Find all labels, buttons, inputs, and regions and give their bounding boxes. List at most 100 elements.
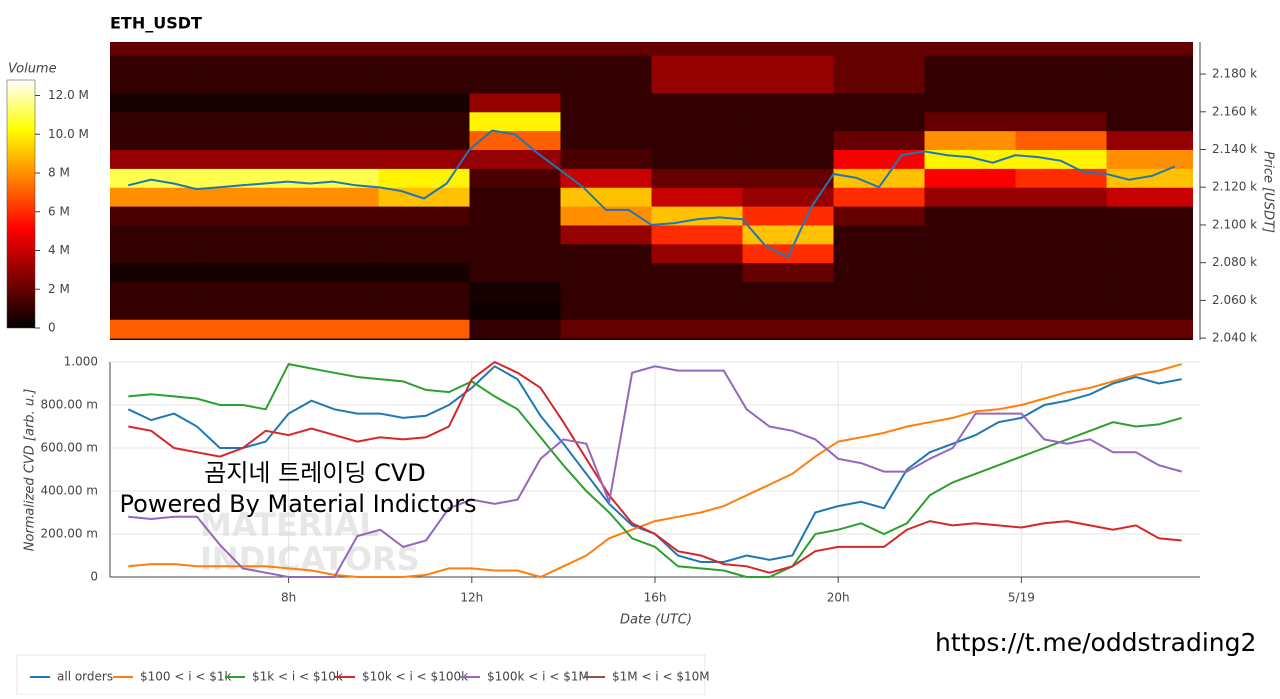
heatmap-cell [924, 74, 1017, 94]
x-tick-label: 20h [827, 591, 850, 605]
heatmap-cell [196, 224, 288, 245]
heatmap-cell [560, 281, 652, 301]
heatmap-cell [1106, 206, 1193, 226]
heatmap-cell [651, 92, 744, 113]
heatmap-cell [110, 281, 197, 301]
heatmap-cell [924, 168, 1017, 188]
heatmap-cell [287, 243, 379, 264]
heatmap-cell [287, 300, 379, 320]
heatmap-cell [560, 74, 652, 94]
heatmap-cell [378, 224, 470, 245]
heatmap [110, 42, 1193, 340]
heatmap-cell [1015, 243, 1108, 264]
colorbar-tick-label: 10.0 M [48, 127, 89, 141]
heatmap-cell [196, 262, 288, 283]
heatmap-cell [287, 74, 379, 94]
heatmap-cell [560, 243, 652, 264]
heatmap-cell [1015, 262, 1108, 283]
heatmap-cell [378, 243, 470, 264]
lines [127, 360, 1182, 579]
heatmap-cell [833, 55, 926, 75]
heatmap-cell [833, 262, 926, 283]
y-tick-label: 800.00 m [41, 398, 99, 412]
heatmap-cell [560, 300, 652, 320]
heatmap-cell [469, 42, 561, 56]
heatmap-cell [651, 130, 744, 151]
y-tick-label: 2.160 k [1212, 104, 1257, 118]
heatmap-cell [378, 300, 470, 320]
heatmap-cell [378, 55, 470, 75]
heatmap-cell [287, 168, 379, 188]
heatmap-cell [651, 300, 744, 320]
heatmap-cell [742, 224, 835, 245]
y-tick-label: 1.000 [64, 355, 98, 369]
heatmap-cell [469, 92, 561, 113]
heatmap-cell [742, 92, 835, 113]
colorbar-tick-label: 4 M [48, 243, 70, 257]
y-tick-label: 2.140 k [1212, 142, 1257, 156]
y-tick-label: 600.00 m [41, 441, 99, 455]
heatmap-cell [742, 243, 835, 264]
heatmap-cell [833, 300, 926, 320]
heatmap-cell [833, 206, 926, 226]
heatmap-cell [1015, 300, 1108, 320]
y-tick-label: 2.100 k [1212, 217, 1257, 231]
heatmap-cell [560, 168, 652, 188]
heatmap-cell [560, 224, 652, 245]
heatmap-cell [378, 149, 470, 169]
y-axis-title: Normalized CVD [arb. u.] [23, 389, 38, 552]
heatmap-cell [469, 55, 561, 75]
heatmap-cell [560, 187, 652, 207]
colorbar-tick-label: 6 M [48, 204, 70, 218]
heatmap-cell [469, 74, 561, 94]
heatmap-cell [196, 300, 288, 320]
colorbar [6, 79, 36, 329]
heatmap-cell [469, 300, 561, 320]
heatmap-cell [1106, 262, 1193, 283]
heatmap-cell [560, 262, 652, 283]
heatmap-cell [833, 92, 926, 113]
heatmap-cell [833, 42, 926, 56]
heatmap-cell [378, 262, 470, 283]
heatmap-cell [469, 262, 561, 283]
heatmap-cell [742, 149, 835, 169]
heatmap-cell [651, 281, 744, 301]
heatmap-cell [651, 74, 744, 94]
heatmap-cell [833, 168, 926, 188]
heatmap-cell [1015, 168, 1108, 188]
heatmap-cell [742, 74, 835, 94]
heatmap-cell [924, 187, 1017, 207]
x-tick-label: 16h [644, 591, 667, 605]
annotation: 곰지네 트레이딩 CVD [204, 459, 425, 487]
heatmap-cell [560, 111, 652, 132]
heatmap-cell [287, 111, 379, 132]
heatmap-cell [651, 206, 744, 226]
heatmap-cell [651, 111, 744, 132]
colorbar-tick-label: 0 [48, 321, 56, 335]
heatmap-cell [110, 243, 197, 264]
heatmap-cell [196, 149, 288, 169]
heatmap-cell [287, 55, 379, 75]
heatmap-cell [196, 74, 288, 94]
heatmap-cell [651, 42, 744, 56]
heatmap-cell [924, 281, 1017, 301]
legend-label: $100k < i < $1M [487, 670, 589, 684]
heatmap-cell [742, 168, 835, 188]
colorbar-title: Volume [8, 62, 57, 77]
heatmap-cell [110, 42, 197, 56]
chart-title: ETH_USDT [110, 14, 202, 33]
heatmap-cell [110, 224, 197, 245]
heatmap-cell [651, 243, 744, 264]
y-tick-label: 2.060 k [1212, 293, 1257, 307]
heatmap-cell [1106, 243, 1193, 264]
price-line [127, 129, 1176, 259]
legend-label: $100 < i < $1k [140, 670, 232, 684]
heatmap-cell [833, 130, 926, 151]
heatmap-cell [378, 281, 470, 301]
heatmap-cell [196, 187, 288, 207]
heatmap-cell [651, 55, 744, 75]
legend-label: $1k < i < $10k [252, 670, 343, 684]
y-tick-label: 2.120 k [1212, 180, 1257, 194]
heatmap-cell [196, 206, 288, 226]
